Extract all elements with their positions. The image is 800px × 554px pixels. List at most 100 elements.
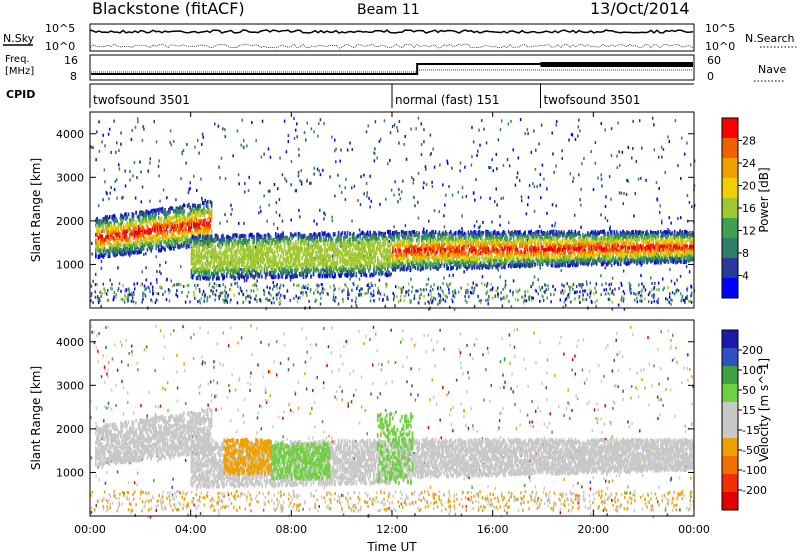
power-speck xyxy=(604,204,607,208)
power-speck xyxy=(147,169,149,173)
power-cell xyxy=(229,272,232,277)
power-cell xyxy=(311,256,314,261)
power-cell xyxy=(203,276,205,281)
power-speck xyxy=(92,279,94,283)
power-cell xyxy=(244,272,247,277)
power-cell xyxy=(176,214,179,219)
power-ground xyxy=(478,299,480,303)
power-speck xyxy=(600,173,602,177)
power-speck xyxy=(255,245,257,249)
power-speck xyxy=(108,127,111,131)
power-cell xyxy=(263,257,266,262)
power-speck xyxy=(169,129,172,133)
power-cell xyxy=(180,217,183,222)
power-speck xyxy=(417,289,419,293)
power-speck xyxy=(137,120,139,124)
power-ground xyxy=(628,281,631,285)
power-cell xyxy=(242,246,244,251)
power-ground xyxy=(689,299,691,303)
power-cell xyxy=(277,275,280,280)
power-ground xyxy=(657,301,659,305)
power-speck xyxy=(479,224,481,228)
power-cell xyxy=(259,263,262,268)
power-cell xyxy=(281,262,283,267)
power-cell xyxy=(97,226,100,231)
power-cell xyxy=(161,245,164,250)
power-ground xyxy=(669,292,671,296)
power-speck xyxy=(627,179,630,183)
power-cell xyxy=(269,248,272,253)
power-cell xyxy=(235,255,238,260)
power-cell xyxy=(302,266,305,271)
power-cell xyxy=(262,260,264,265)
power-cell xyxy=(147,218,150,223)
power-cell xyxy=(194,213,197,218)
power-cell xyxy=(107,222,110,227)
power-ground xyxy=(427,282,429,286)
power-cell xyxy=(129,232,131,237)
power-cell xyxy=(290,269,292,274)
power-cell xyxy=(98,231,101,236)
power-cell xyxy=(140,226,142,231)
power-cell xyxy=(269,273,272,278)
power-cell xyxy=(225,254,228,259)
power-cell xyxy=(132,221,135,226)
power-cell xyxy=(125,231,127,236)
power-speck xyxy=(620,298,623,302)
power-ground xyxy=(218,294,220,298)
nave-tick-bottom: 0 xyxy=(707,70,714,83)
power-ground xyxy=(155,298,158,302)
power-cell xyxy=(201,248,204,253)
power-speck xyxy=(123,300,126,304)
power-cell xyxy=(224,247,227,252)
power-speck xyxy=(670,302,672,306)
power-speck xyxy=(113,254,115,258)
power-ground xyxy=(127,295,130,299)
power-cell xyxy=(219,264,222,269)
power-cell xyxy=(135,225,137,230)
power-ground xyxy=(550,300,552,304)
power-cell xyxy=(303,233,306,238)
power-ground xyxy=(562,291,565,295)
power-cell xyxy=(193,203,195,208)
power-speck xyxy=(673,292,676,296)
power-ground xyxy=(609,298,611,302)
power-cell xyxy=(218,276,220,281)
power-ground xyxy=(575,285,578,289)
power-ground xyxy=(226,300,229,304)
power-cell xyxy=(203,208,205,213)
power-cell xyxy=(137,217,140,222)
power-cell xyxy=(298,253,301,258)
power-ground xyxy=(94,295,97,299)
power-cell xyxy=(168,244,170,249)
power-ground xyxy=(238,292,240,296)
power-cell xyxy=(141,228,144,233)
power-cell xyxy=(268,249,271,254)
power-ground xyxy=(589,288,591,292)
power-speck xyxy=(651,116,654,120)
power-speck xyxy=(206,243,209,247)
power-cell xyxy=(301,256,303,261)
power-speck xyxy=(182,148,185,152)
power-cell xyxy=(195,267,198,272)
power-cell xyxy=(190,208,193,213)
power-cell xyxy=(184,229,186,234)
power-speck xyxy=(480,299,482,303)
power-cell xyxy=(277,241,280,246)
power-cell xyxy=(141,232,144,237)
power-cell xyxy=(218,267,220,272)
power-cell xyxy=(273,255,276,260)
power-ground xyxy=(400,287,403,291)
power-cell xyxy=(112,228,115,233)
power-cell xyxy=(139,230,141,235)
power-cell xyxy=(186,219,189,224)
power-cell xyxy=(358,240,360,245)
power-speck xyxy=(319,118,322,122)
cpid-segment-label-2: twofsound 3501 xyxy=(543,93,640,107)
power-cell xyxy=(237,272,239,277)
power-speck xyxy=(294,189,297,193)
power-cell xyxy=(199,259,202,264)
power-cell xyxy=(115,247,117,252)
power-speck xyxy=(273,222,275,226)
power-cell xyxy=(132,217,135,222)
